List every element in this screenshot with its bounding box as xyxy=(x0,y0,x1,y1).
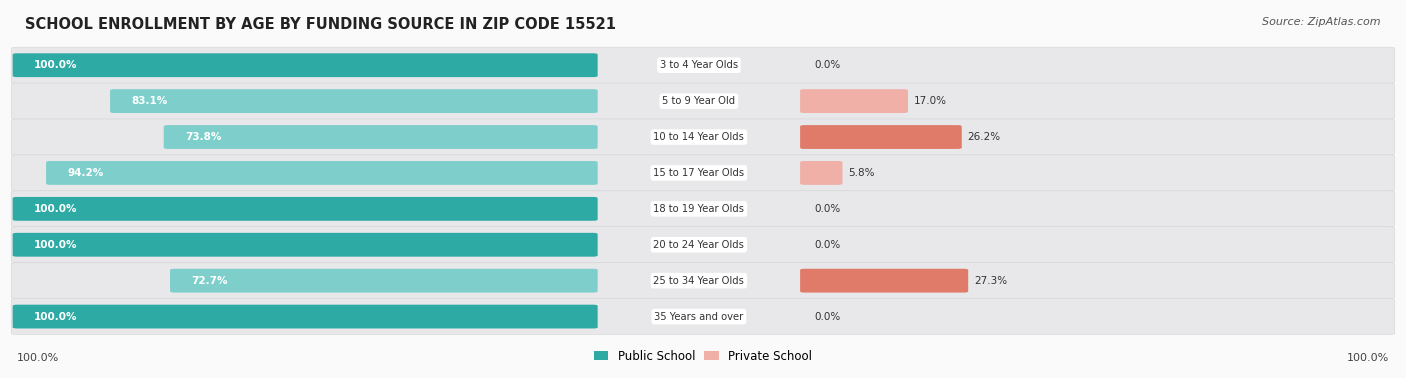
Text: 10 to 14 Year Olds: 10 to 14 Year Olds xyxy=(654,132,744,142)
Text: 18 to 19 Year Olds: 18 to 19 Year Olds xyxy=(654,204,744,214)
Text: 17.0%: 17.0% xyxy=(914,96,946,106)
Text: 25 to 34 Year Olds: 25 to 34 Year Olds xyxy=(654,276,744,286)
FancyBboxPatch shape xyxy=(11,299,1395,335)
FancyBboxPatch shape xyxy=(11,227,1395,263)
Text: Source: ZipAtlas.com: Source: ZipAtlas.com xyxy=(1263,17,1381,27)
FancyBboxPatch shape xyxy=(110,89,598,113)
FancyBboxPatch shape xyxy=(11,155,1395,191)
Text: 20 to 24 Year Olds: 20 to 24 Year Olds xyxy=(654,240,744,250)
Text: 5.8%: 5.8% xyxy=(848,168,875,178)
FancyBboxPatch shape xyxy=(11,191,1395,227)
Text: 94.2%: 94.2% xyxy=(67,168,104,178)
FancyBboxPatch shape xyxy=(13,53,598,77)
Text: 3 to 4 Year Olds: 3 to 4 Year Olds xyxy=(659,60,738,70)
Legend: Public School, Private School: Public School, Private School xyxy=(589,345,817,367)
FancyBboxPatch shape xyxy=(800,161,842,185)
FancyBboxPatch shape xyxy=(13,233,598,257)
FancyBboxPatch shape xyxy=(11,47,1395,83)
Text: 0.0%: 0.0% xyxy=(814,311,841,322)
Text: SCHOOL ENROLLMENT BY AGE BY FUNDING SOURCE IN ZIP CODE 15521: SCHOOL ENROLLMENT BY AGE BY FUNDING SOUR… xyxy=(25,17,616,32)
Text: 73.8%: 73.8% xyxy=(184,132,221,142)
Text: 15 to 17 Year Olds: 15 to 17 Year Olds xyxy=(654,168,744,178)
Text: 5 to 9 Year Old: 5 to 9 Year Old xyxy=(662,96,735,106)
FancyBboxPatch shape xyxy=(13,305,598,328)
Text: 72.7%: 72.7% xyxy=(191,276,228,286)
FancyBboxPatch shape xyxy=(11,83,1395,119)
FancyBboxPatch shape xyxy=(163,125,598,149)
FancyBboxPatch shape xyxy=(11,263,1395,299)
FancyBboxPatch shape xyxy=(11,119,1395,155)
FancyBboxPatch shape xyxy=(46,161,598,185)
Text: 0.0%: 0.0% xyxy=(814,60,841,70)
FancyBboxPatch shape xyxy=(170,269,598,293)
Text: 35 Years and over: 35 Years and over xyxy=(654,311,744,322)
Text: 100.0%: 100.0% xyxy=(34,240,77,250)
Text: 100.0%: 100.0% xyxy=(34,204,77,214)
Text: 0.0%: 0.0% xyxy=(814,204,841,214)
FancyBboxPatch shape xyxy=(800,89,908,113)
Text: 100.0%: 100.0% xyxy=(34,60,77,70)
Text: 100.0%: 100.0% xyxy=(1347,353,1389,363)
Text: 100.0%: 100.0% xyxy=(17,353,59,363)
Text: 100.0%: 100.0% xyxy=(34,311,77,322)
FancyBboxPatch shape xyxy=(13,197,598,221)
Text: 83.1%: 83.1% xyxy=(131,96,167,106)
Text: 27.3%: 27.3% xyxy=(974,276,1007,286)
FancyBboxPatch shape xyxy=(800,125,962,149)
Text: 26.2%: 26.2% xyxy=(967,132,1001,142)
FancyBboxPatch shape xyxy=(800,269,969,293)
Text: 0.0%: 0.0% xyxy=(814,240,841,250)
